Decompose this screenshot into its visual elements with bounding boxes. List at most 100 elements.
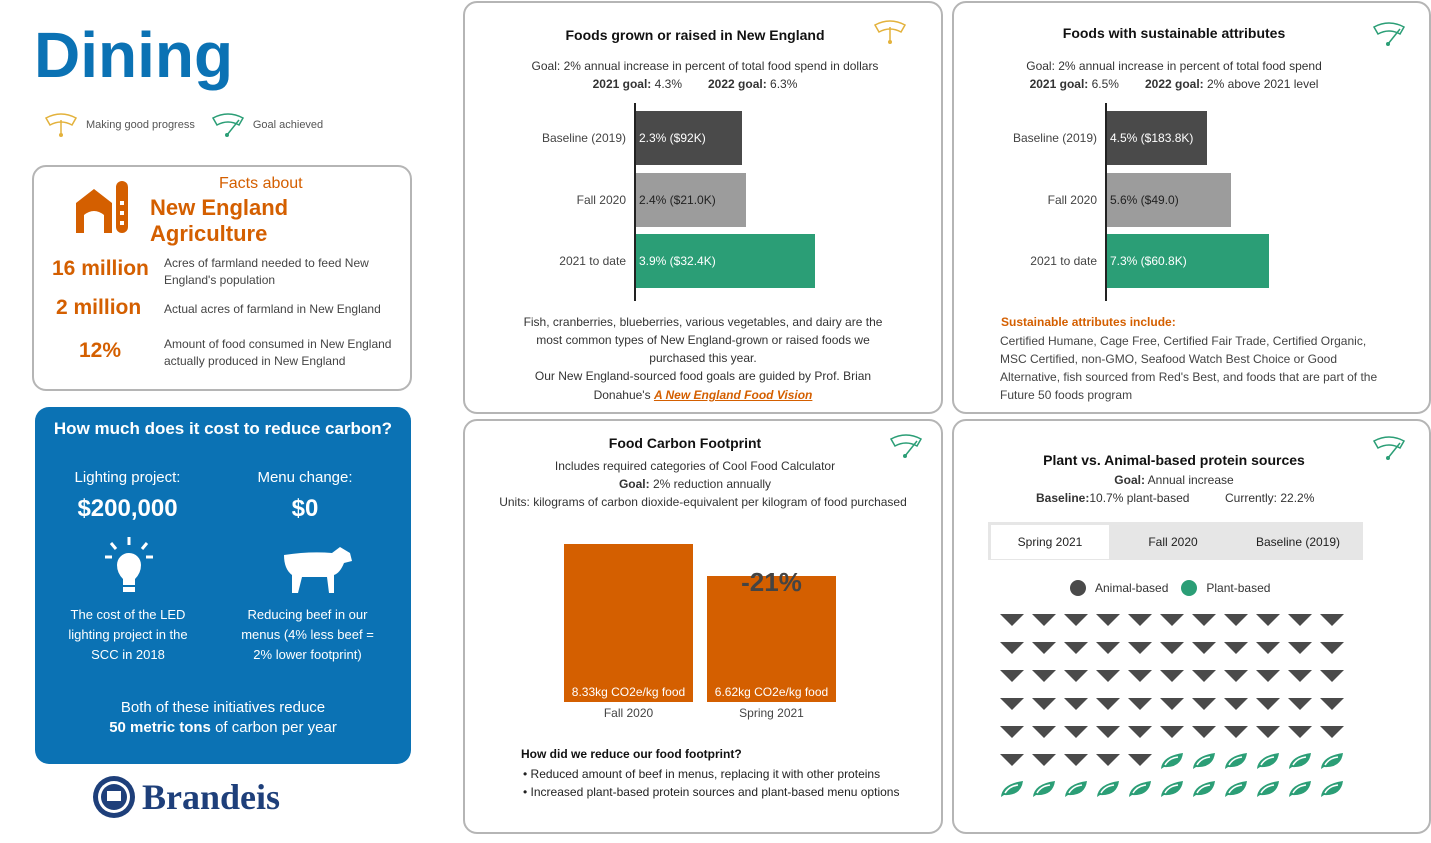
bar-category-label: 2021 to date <box>559 254 626 268</box>
animal-protein-icon <box>1191 724 1217 742</box>
fact-value: 16 million <box>52 257 149 280</box>
plant-leaf-icon <box>1095 780 1121 798</box>
plant-leaf-icon <box>999 780 1025 798</box>
legend-animal: Animal-based <box>1095 581 1169 595</box>
plant-leaf-icon <box>1319 780 1345 798</box>
food-vision-link[interactable]: A New England Food Vision <box>653 388 813 402</box>
goal-2021-label: 2021 goal: <box>592 77 652 91</box>
baseline-label: Baseline: <box>1036 491 1090 505</box>
plant-leaf-icon <box>1223 780 1249 798</box>
facts-heading-bold2: Agriculture <box>150 221 268 246</box>
animal-protein-icon <box>1063 696 1089 714</box>
footprint-card: Food Carbon Footprint Includes required … <box>463 419 943 834</box>
brandeis-logo: Brandeis <box>92 775 280 819</box>
animal-protein-icon <box>1191 640 1217 658</box>
animal-protein-icon <box>1127 612 1153 630</box>
animal-protein-icon <box>1191 696 1217 714</box>
goal-years: 2021 goal: 6.5% 2022 goal: 2% above 2021 … <box>954 77 1394 91</box>
plant-leaf-icon <box>1191 780 1217 798</box>
footprint-category: Spring 2021 <box>739 706 804 720</box>
animal-protein-icon <box>1255 668 1281 686</box>
animal-protein-icon <box>1255 696 1281 714</box>
goal-value: Annual increase <box>1144 473 1234 487</box>
facts-card: Facts about New England Agriculture 16 m… <box>32 165 412 391</box>
bar: 3.9% ($32.4K) <box>636 234 816 288</box>
animal-protein-icon <box>1223 724 1249 742</box>
gauge-achieved-icon <box>211 113 244 137</box>
brandeis-wordmark: Brandeis <box>142 777 281 817</box>
goal-text: Goal: 2% annual increase in percent of t… <box>531 59 879 73</box>
animal-protein-icon <box>1191 668 1217 686</box>
gauge-achieved-icon <box>889 434 923 458</box>
animal-protein-icon <box>1127 668 1153 686</box>
protein-pictogram <box>996 607 1368 803</box>
legend-plant: Plant-based <box>1206 581 1271 595</box>
footprint-change: -21% <box>741 567 802 597</box>
protein-goal: Goal: Annual increase <box>954 473 1394 487</box>
animal-protein-icon <box>1095 612 1121 630</box>
tab-fall-2020[interactable]: Fall 2020 <box>1148 535 1198 549</box>
animal-protein-icon <box>1095 696 1121 714</box>
plant-leaf-icon <box>1159 780 1185 798</box>
bar-category-label: Fall 2020 <box>576 193 626 207</box>
animal-protein-icon <box>1255 612 1281 630</box>
footprint-bar-label: 8.33kg CO2e/kg food <box>571 685 686 699</box>
plant-leaf-icon <box>1159 752 1185 770</box>
animal-protein-icon <box>999 696 1025 714</box>
animal-protein-icon <box>999 668 1025 686</box>
bar-category-label: Baseline (2019) <box>1012 131 1097 145</box>
attributes-text: Certified Humane, Cage Free, Certified F… <box>1000 334 1378 402</box>
note-text-2: Our New England-sourced food goals are g… <box>534 369 872 402</box>
plant-leaf-icon <box>1191 752 1217 770</box>
bar-category-label: Baseline (2019) <box>541 131 626 145</box>
how-heading: How did we reduce our food footprint? <box>521 747 742 761</box>
animal-protein-icon <box>1031 640 1057 658</box>
animal-protein-icon <box>1159 612 1185 630</box>
bar: 4.5% ($183.8K) <box>1107 111 1207 165</box>
bar: 7.3% ($60.8K) <box>1107 234 1270 288</box>
animal-protein-icon <box>1287 640 1313 658</box>
plant-swatch <box>1181 580 1198 596</box>
bullet-text: Reduced amount of beef in menus, replaci… <box>530 767 881 781</box>
animal-protein-icon <box>1287 696 1313 714</box>
goal-2022-label: 2022 goal: <box>1144 77 1204 91</box>
tab-baseline-2019[interactable]: Baseline (2019) <box>1255 535 1341 549</box>
lighting-value: $200,000 <box>77 495 178 522</box>
plant-leaf-icon <box>1319 752 1345 770</box>
animal-protein-icon <box>1319 696 1345 714</box>
animal-protein-icon <box>1223 612 1249 630</box>
carbon-amount: 50 metric tons <box>109 719 211 736</box>
goal-2021: 6.5% <box>1088 77 1119 91</box>
carbon-footer-rest: of carbon per year <box>210 719 337 736</box>
animal-protein-icon <box>1031 696 1057 714</box>
footprint-bar-label: 6.62kg CO2e/kg food <box>714 685 829 699</box>
carbon-footer: Both of these initiatives reduce <box>120 699 326 716</box>
animal-protein-icon <box>1319 668 1345 686</box>
goal-label: Goal: <box>1114 473 1145 487</box>
animal-protein-icon <box>1255 640 1281 658</box>
baseline-value: 10.7% plant-based <box>1089 491 1190 505</box>
card-title: Food Carbon Footprint <box>608 435 762 451</box>
legend-achieved: Goal achieved <box>252 119 324 131</box>
animal-protein-icon <box>1095 752 1121 770</box>
protein-tabs: Spring 2021 Fall 2020 Baseline (2019) <box>988 522 1363 560</box>
plant-leaf-icon <box>1255 752 1281 770</box>
facts-heading-bold: New England <box>150 195 289 220</box>
menu-value: $0 <box>291 495 319 522</box>
animal-protein-icon <box>1319 612 1345 630</box>
animal-protein-icon <box>1287 724 1313 742</box>
footprint-units: Units: kilograms of carbon dioxide-equiv… <box>499 495 907 509</box>
animal-protein-icon <box>1255 724 1281 742</box>
animal-protein-icon <box>1159 696 1185 714</box>
animal-protein-icon <box>1095 724 1121 742</box>
cow-icon <box>284 547 352 593</box>
attributes-heading: Sustainable attributes include: <box>1001 315 1176 329</box>
animal-protein-icon <box>1319 724 1345 742</box>
note-link-line: Our New England-sourced food goals are g… <box>513 367 893 405</box>
page-title: Dining <box>34 19 234 91</box>
protein-baseline: Baseline:10.7% plant-based <box>1036 491 1189 505</box>
note-text: Fish, cranberries, blueberries, various … <box>523 315 883 365</box>
tab-spring-2021[interactable]: Spring 2021 <box>991 525 1109 559</box>
animal-protein-icon <box>1031 668 1057 686</box>
barn-silo-icon <box>76 181 128 233</box>
